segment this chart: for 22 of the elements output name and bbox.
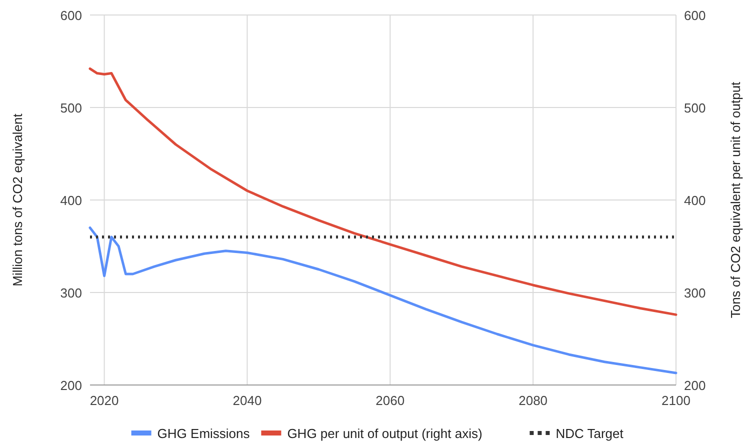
line-series — [88, 226, 678, 374]
x-tick-label: 2020 — [90, 393, 119, 408]
y-tick-label: 500 — [60, 100, 82, 116]
legend-label: GHG per unit of output (right axis) — [287, 426, 482, 441]
x-tick-label: 2040 — [232, 393, 262, 408]
x-tick-label: 2080 — [518, 393, 548, 408]
x-tick-label: 2060 — [376, 393, 405, 408]
y2-tick-label: 600 — [684, 8, 706, 23]
y2-axis-title: Tons of CO2 equivalent per unit of output — [728, 81, 743, 318]
line-series — [88, 67, 678, 316]
y2-tick-label: 200 — [684, 378, 706, 393]
legend-label: NDC Target — [556, 426, 624, 441]
y2-tick-label: 500 — [684, 100, 706, 116]
y-tick-label: 200 — [60, 378, 82, 393]
y2-tick-label: 300 — [684, 286, 706, 300]
y-tick-label: 400 — [60, 193, 82, 208]
y2-tick-label: 400 — [684, 193, 706, 208]
x-tick-label: 2100 — [662, 393, 690, 408]
y-axis-title: Million tons of CO2 equivalent — [10, 113, 25, 286]
legend-label: GHG Emissions — [157, 426, 250, 441]
y-tick-label: 300 — [60, 286, 82, 300]
y-tick-label: 600 — [60, 8, 82, 23]
